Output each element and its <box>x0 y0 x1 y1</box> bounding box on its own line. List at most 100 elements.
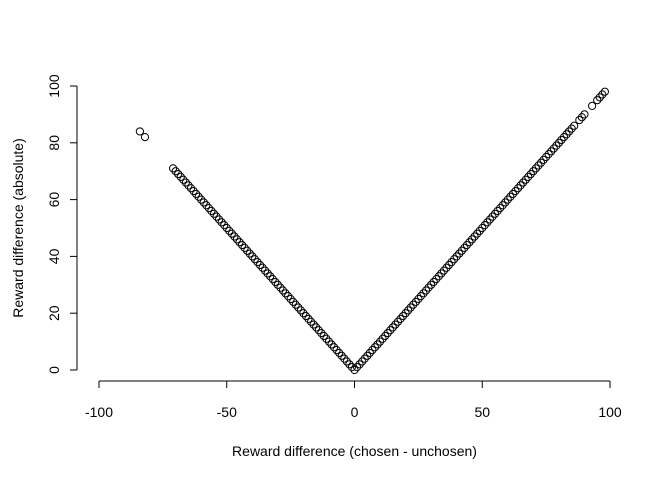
data-point <box>240 243 249 252</box>
data-point <box>291 300 300 309</box>
data-point <box>174 169 183 179</box>
data-point <box>511 186 520 196</box>
data-point <box>490 209 500 218</box>
data-point <box>506 192 515 201</box>
data-point <box>424 283 433 292</box>
data-point <box>340 354 349 363</box>
y-axis-title: Reward difference (absolute) <box>10 138 26 318</box>
data-point <box>516 181 525 190</box>
data-point <box>299 309 308 318</box>
data-point <box>439 266 449 275</box>
data-point <box>332 346 341 355</box>
data-point <box>508 189 518 199</box>
data-point <box>386 326 395 335</box>
data-point <box>207 206 216 216</box>
data-point <box>460 243 469 252</box>
data-point <box>575 115 584 125</box>
data-point <box>329 343 339 352</box>
data-point <box>225 226 234 235</box>
y-tick-label: 100 <box>46 74 62 98</box>
data-point <box>557 135 566 145</box>
data-point <box>194 192 203 201</box>
data-point <box>600 87 609 96</box>
data-point <box>345 360 354 369</box>
y-tick-label: 40 <box>46 248 62 264</box>
data-point <box>421 286 431 295</box>
data-point <box>304 314 313 323</box>
data-point <box>199 198 208 207</box>
data-point <box>488 212 497 221</box>
data-point <box>414 294 423 304</box>
data-point <box>457 246 466 255</box>
data-point <box>391 320 400 329</box>
x-tick-label: -100 <box>85 404 113 420</box>
y-tick-label: 80 <box>46 135 62 151</box>
data-point <box>549 144 558 153</box>
data-point <box>534 161 543 170</box>
data-point <box>217 218 226 227</box>
data-point <box>197 195 206 204</box>
data-point <box>450 255 459 264</box>
data-point <box>473 229 482 238</box>
data-point <box>406 303 415 312</box>
data-point <box>324 337 334 346</box>
data-point <box>529 167 538 176</box>
data-point <box>355 360 364 369</box>
data-point <box>521 175 530 184</box>
data-point <box>281 289 290 298</box>
x-tick-label: 0 <box>351 404 359 420</box>
data-point <box>519 178 528 187</box>
data-point <box>542 152 551 162</box>
data-point <box>168 164 178 173</box>
data-point <box>552 141 561 150</box>
data-point <box>442 263 451 272</box>
data-point <box>181 178 190 187</box>
data-point <box>434 272 443 281</box>
data-point <box>531 164 541 173</box>
data-point <box>209 209 219 218</box>
data-point <box>273 280 282 289</box>
data-point <box>243 246 252 255</box>
data-point <box>186 184 196 193</box>
data-point <box>593 96 602 105</box>
data-point <box>401 309 410 318</box>
data-point <box>289 297 298 306</box>
data-point <box>462 240 472 250</box>
data-point <box>419 289 428 298</box>
data-point <box>220 221 229 230</box>
data-point <box>232 235 242 244</box>
data-point <box>524 172 533 181</box>
data-point <box>498 201 507 210</box>
data-point <box>230 232 239 241</box>
data-point <box>248 252 257 261</box>
data-point <box>258 263 267 272</box>
data-point <box>398 311 408 321</box>
x-axis-title: Reward difference (chosen - unchosen) <box>232 443 477 459</box>
data-point <box>496 204 505 213</box>
data-point <box>570 121 579 130</box>
data-point <box>276 283 285 292</box>
data-point <box>314 326 323 335</box>
data-point <box>337 351 346 360</box>
data-point <box>140 133 150 142</box>
data-point <box>237 240 247 250</box>
data-point <box>580 110 589 119</box>
y-tick-label: 20 <box>46 305 62 321</box>
data-point <box>358 357 367 366</box>
data-point <box>370 343 380 352</box>
data-point <box>429 277 438 287</box>
data-point <box>260 266 270 275</box>
data-point <box>301 311 311 321</box>
data-point <box>368 346 377 355</box>
data-point <box>363 351 372 360</box>
data-point <box>404 306 413 315</box>
data-point <box>452 252 461 261</box>
data-point <box>322 334 331 343</box>
data-point <box>480 221 489 230</box>
data-point <box>427 280 436 289</box>
data-point <box>184 181 193 190</box>
x-tick-label: 50 <box>474 404 490 420</box>
data-point <box>447 257 456 267</box>
data-point <box>319 331 328 341</box>
data-point <box>467 235 477 244</box>
